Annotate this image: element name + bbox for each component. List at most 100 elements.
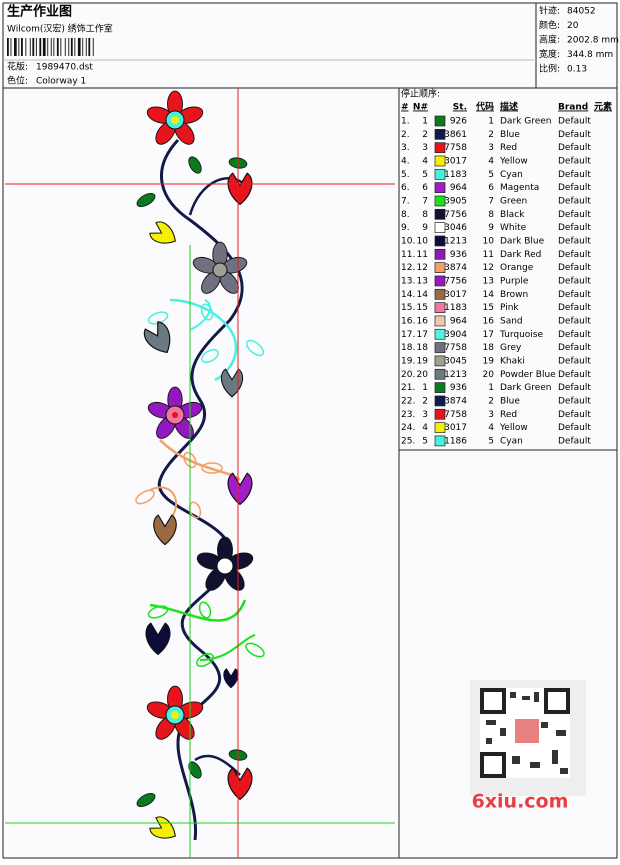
design-artwork [5, 88, 395, 858]
cell-stitches: 1183 [444, 303, 467, 313]
cell-stitches: 964 [450, 183, 467, 193]
color-swatch [434, 368, 446, 380]
barcode [7, 38, 94, 56]
cell-code: 15 [483, 303, 494, 313]
cell-stitches: 1186 [444, 436, 467, 446]
cell-code: 1 [488, 117, 494, 127]
info-value: 344.8 mm [567, 50, 613, 60]
color-swatch [434, 182, 446, 193]
cell-index: 22. [401, 396, 415, 406]
table-caption: 停止顺序: [401, 88, 440, 100]
cell-code: 4 [488, 156, 494, 166]
cell-brand: Default [558, 276, 591, 286]
cell-index: 18. [401, 343, 415, 353]
color-swatch [434, 222, 446, 233]
color-swatch [434, 395, 446, 407]
cell-description: Purple [500, 276, 529, 286]
cell-stitches: 3017 [444, 156, 467, 166]
label: 花版: [7, 61, 28, 73]
cell-index: 21. [401, 383, 415, 393]
title: 生产作业图 [7, 4, 72, 20]
cell-needle: 5 [422, 436, 428, 446]
bar [32, 38, 35, 56]
cell-stitches: 3046 [444, 223, 467, 233]
table-header: # N# St. 代码 描述 Brand 元素 [401, 101, 612, 113]
cell-stitches: 1213 [444, 236, 467, 246]
colorway: Colorway 1 [36, 77, 86, 87]
bar [42, 38, 46, 56]
cell-needle: 16 [417, 316, 429, 326]
bar [77, 38, 81, 56]
cell-description: Yellow [499, 423, 528, 433]
color-swatch [434, 408, 446, 420]
cell-index: 1. [401, 117, 410, 127]
color-swatch [434, 128, 446, 140]
cell-description: Dark Green [500, 383, 551, 393]
cell-brand: Default [558, 117, 591, 127]
bar [10, 38, 12, 56]
cell-stitches: 3017 [444, 290, 467, 300]
cell-index: 7. [401, 196, 410, 206]
column-header: N# [413, 103, 428, 113]
bar [29, 38, 31, 56]
info-value: 2002.8 mm [567, 36, 619, 46]
cell-needle: 1 [422, 383, 428, 393]
bar [88, 38, 91, 56]
cell-brand: Default [558, 410, 591, 420]
color-swatch [434, 328, 446, 340]
color-swatch [434, 422, 446, 433]
cell-brand: Default [558, 250, 591, 260]
cell-description: Dark Blue [500, 236, 545, 246]
cell-code: 2 [488, 396, 494, 406]
bar [60, 38, 62, 56]
cell-code: 7 [488, 196, 494, 206]
cell-brand: Default [558, 316, 591, 326]
cell-index: 11. [401, 250, 415, 260]
info-label: 高度: [539, 34, 560, 46]
cell-description: Blue [500, 396, 520, 406]
bar [21, 38, 23, 56]
color-swatch [434, 168, 446, 180]
bar [70, 38, 73, 56]
cell-index: 23. [401, 410, 415, 420]
cell-stitches: 7756 [444, 276, 467, 286]
cell-stitches: 1183 [444, 170, 467, 180]
color-swatch [434, 355, 446, 367]
watermark: 6xiu.com [472, 791, 569, 813]
cell-needle: 19 [417, 356, 429, 366]
cell-stitches: 7758 [444, 143, 467, 153]
bar [7, 38, 9, 56]
cell-stitches: 926 [450, 117, 467, 127]
color-swatch [434, 315, 446, 327]
cell-index: 2. [401, 130, 410, 140]
bar [39, 38, 42, 56]
cell-needle: 6 [422, 183, 428, 193]
cell-stitches: 936 [450, 383, 467, 393]
design: 1989470.dst [36, 63, 93, 73]
cell-code: 6 [488, 183, 494, 193]
cell-index: 25. [401, 436, 415, 446]
cell-description: Orange [500, 263, 534, 273]
cell-stitches: 7758 [444, 410, 467, 420]
cell-brand: Default [558, 143, 591, 153]
cell-needle: 8 [422, 210, 428, 220]
cell-brand: Default [558, 330, 591, 340]
cell-index: 17. [401, 330, 415, 340]
color-swatch [434, 275, 446, 287]
cell-description: Magenta [500, 183, 539, 193]
color-swatch [434, 262, 446, 273]
cell-code: 12 [483, 263, 494, 273]
info-label: 颜色: [539, 19, 560, 31]
info-value: 84052 [567, 7, 596, 17]
cell-index: 19. [401, 356, 415, 366]
cell-code: 18 [483, 343, 495, 353]
cell-index: 8. [401, 210, 410, 220]
cell-description: Khaki [500, 356, 525, 366]
cell-description: Red [500, 143, 517, 153]
cell-stitches: 1213 [444, 370, 467, 380]
cell-needle: 4 [422, 423, 428, 433]
cell-index: 3. [401, 143, 410, 153]
column-header: Brand [558, 103, 588, 113]
cell-needle: 11 [417, 250, 428, 260]
cell-brand: Default [558, 156, 591, 166]
